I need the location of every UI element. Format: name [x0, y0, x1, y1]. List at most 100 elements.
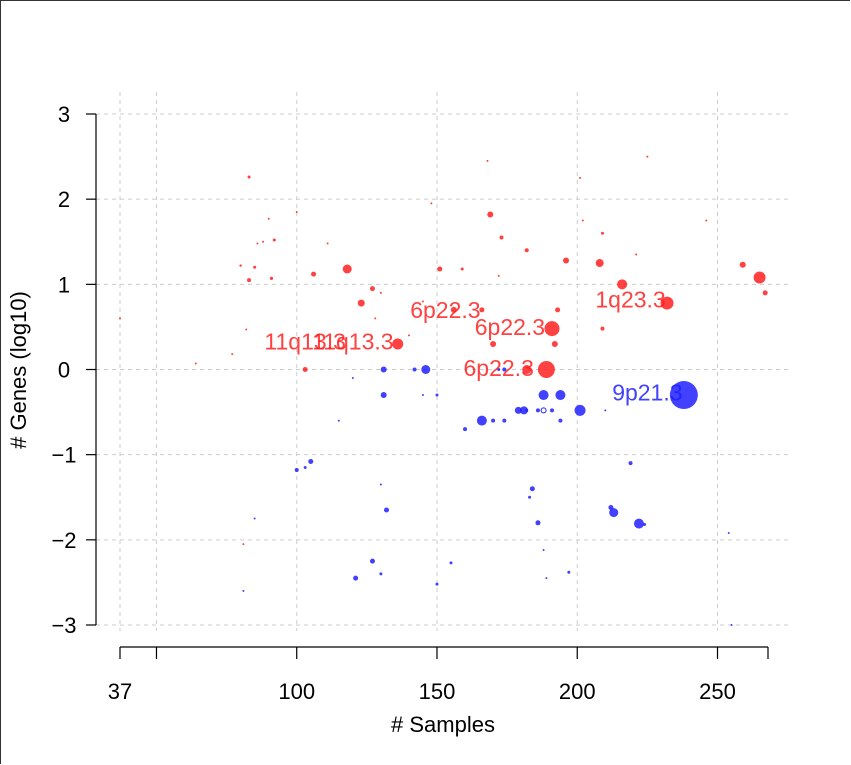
amplification-point — [762, 290, 768, 296]
point-label: 1q23.3 — [595, 287, 665, 313]
amplification-point — [242, 543, 245, 546]
amplification-point — [374, 317, 377, 320]
y-tick-label: −3 — [51, 613, 76, 638]
amplification-point — [379, 291, 382, 294]
y-tick-label: 1 — [58, 272, 70, 297]
deletion-point — [525, 408, 529, 412]
amplification-point — [262, 240, 265, 243]
amplification-point — [239, 264, 242, 267]
deletion-point — [253, 517, 256, 520]
deletion-point — [633, 518, 644, 529]
deletion-point — [514, 406, 522, 414]
deletion-point — [727, 532, 730, 535]
x-tick-label: 250 — [699, 679, 736, 704]
amplification-point — [739, 261, 746, 268]
x-tick-label: 37 — [108, 679, 132, 704]
deletion-point — [628, 461, 633, 466]
amplification-point — [479, 307, 485, 313]
deletion-point — [380, 366, 387, 373]
deletion-point — [497, 368, 501, 371]
x-tick-label: 100 — [278, 679, 315, 704]
amplification-point — [437, 266, 443, 272]
amplification-point — [272, 238, 276, 242]
deletion-point — [421, 394, 424, 397]
amplification-point — [421, 300, 424, 303]
axes: −3 −2 −1 0 1 2 3 37 100 150 200 250 — [51, 102, 769, 704]
amplification-point — [555, 307, 561, 313]
amplification-point — [646, 155, 649, 158]
deletion-point — [491, 418, 496, 423]
amplification-point — [617, 279, 628, 290]
amplification-point — [269, 276, 274, 280]
deletion-ring-point — [540, 407, 547, 414]
amplification-point — [487, 211, 494, 218]
amplification-point — [357, 299, 365, 307]
amplification-point — [551, 340, 558, 347]
amplification-point — [342, 264, 352, 274]
point-label: 11q13.3 — [312, 328, 393, 354]
deletion-point — [337, 419, 340, 422]
deletion-point — [435, 582, 439, 586]
amplification-point — [544, 321, 560, 337]
amplification-point — [600, 326, 605, 331]
amplification-point — [245, 328, 248, 331]
x-tick-label: 150 — [419, 679, 456, 704]
amplification-point — [499, 235, 504, 240]
point-annotations: 6p22.36p22.36p22.311q13.311q13.31q23.39p… — [264, 287, 682, 406]
deletion-point — [353, 575, 359, 581]
deletion-point — [643, 523, 647, 527]
amplification-point — [490, 340, 497, 347]
grid-lines — [96, 92, 792, 631]
amplification-point — [450, 306, 457, 313]
amplification-point — [524, 248, 529, 253]
deletion-point — [502, 418, 507, 423]
deletion-point — [476, 415, 487, 426]
amplification-point — [119, 317, 121, 320]
amplification-point — [247, 278, 252, 283]
y-axis-label: # Genes (log10) — [6, 291, 31, 449]
amplification-point — [522, 365, 532, 374]
amplification-point — [302, 367, 308, 372]
deletion-point — [463, 427, 468, 432]
amplification-point — [430, 202, 433, 205]
y-tick-label: −1 — [51, 443, 76, 468]
deletion-point — [380, 392, 387, 399]
amplification-point — [595, 259, 604, 268]
point-label: 11q13.3 — [264, 328, 345, 354]
amplification-point — [253, 265, 257, 269]
deletion-point — [669, 381, 698, 410]
amplification-point — [256, 242, 259, 245]
deletion-point — [242, 589, 245, 592]
deletion-point — [449, 561, 453, 565]
y-tick-label: −2 — [51, 528, 76, 553]
amplification-point — [486, 159, 489, 162]
deletion-point — [383, 507, 389, 513]
amplification-point — [231, 353, 234, 356]
deletion-point — [421, 365, 431, 374]
deletion-point — [550, 408, 554, 413]
deletion-point — [558, 418, 563, 423]
deletion-point — [529, 486, 535, 492]
deletion-point — [535, 408, 540, 413]
x-tick-label: 200 — [559, 679, 596, 704]
deletion-point — [351, 377, 354, 380]
deletion-point — [528, 495, 532, 499]
amplification-point — [247, 175, 251, 179]
amplification-point — [600, 231, 604, 235]
deletion-point — [574, 404, 586, 416]
deletion-point — [609, 508, 619, 518]
amplification-point — [311, 271, 317, 277]
amplification-point — [581, 219, 584, 222]
deletion-point — [303, 465, 307, 469]
amplification-point — [660, 296, 674, 310]
deletion-point — [545, 577, 548, 580]
deletion-point — [379, 572, 383, 576]
amplification-point — [537, 361, 555, 378]
deletion-point — [308, 458, 314, 464]
point-label: 9p21.3 — [612, 379, 682, 405]
amplification-point — [563, 257, 570, 264]
amplification-point — [194, 362, 197, 365]
amplification-point — [407, 334, 410, 337]
x-axis-label: # Samples — [391, 712, 495, 737]
